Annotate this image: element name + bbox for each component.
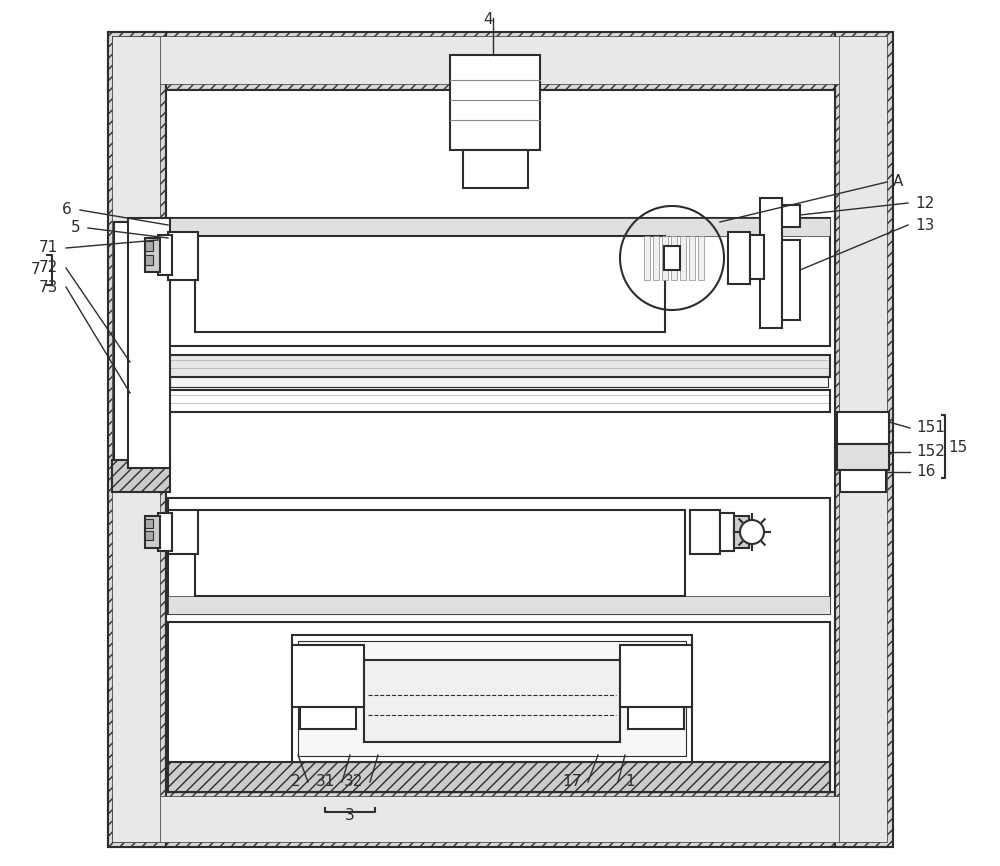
Text: 71: 71 [39,241,58,255]
Bar [750,235,764,279]
Bar [145,516,160,548]
Bar [168,622,830,792]
Bar [720,513,734,551]
Bar [298,641,686,756]
Text: 4: 4 [483,12,493,27]
Bar [364,660,620,742]
Bar [168,232,198,280]
Bar [145,238,160,272]
Bar [653,236,659,280]
Bar [690,510,720,554]
Text: 16: 16 [916,464,935,480]
Bar [698,236,704,280]
Text: 1: 1 [625,774,635,790]
Bar [782,240,800,320]
Bar [108,792,883,847]
Bar [644,236,650,280]
Text: 12: 12 [915,196,934,210]
Bar [620,645,692,707]
Bar [145,531,153,540]
Bar [195,510,685,596]
Bar [168,498,830,614]
Bar [168,390,830,412]
Text: 3: 3 [345,809,355,824]
Bar [166,90,835,792]
Bar [128,218,170,468]
Bar [300,707,356,729]
Text: 2: 2 [290,774,300,790]
Text: 151: 151 [916,421,945,436]
Bar [158,235,172,275]
Bar [170,377,828,387]
Text: 6: 6 [62,203,72,217]
Bar [168,762,830,792]
Bar [689,236,695,280]
Circle shape [740,520,764,544]
Text: 32: 32 [344,774,363,790]
Text: 17: 17 [563,774,582,790]
Bar [292,635,692,762]
Text: 73: 73 [39,280,58,294]
Text: 15: 15 [948,441,967,456]
Bar [680,236,686,280]
Text: 7: 7 [30,262,40,277]
Bar [112,796,879,842]
Bar [840,470,886,492]
Text: 152: 152 [916,444,945,460]
Bar [158,513,172,551]
Bar [108,32,166,847]
Bar [628,707,684,729]
Bar [664,246,680,270]
Bar [450,55,540,150]
Bar [728,232,750,284]
Bar [168,596,830,614]
Bar [112,36,160,842]
Text: 31: 31 [316,774,335,790]
Bar [145,241,153,251]
Bar [195,236,665,332]
Bar [145,255,153,265]
Bar [662,236,668,280]
Text: 72: 72 [39,261,58,275]
Bar [108,32,883,90]
Bar [463,150,528,188]
Bar [114,222,134,462]
Text: A: A [893,175,903,190]
Bar [145,519,153,528]
Text: 13: 13 [915,217,934,232]
Bar [112,36,879,84]
Bar [782,205,800,227]
Bar [837,444,889,470]
Bar [671,236,677,280]
Bar [839,36,887,842]
Bar [292,645,364,707]
Bar [760,198,782,328]
Bar [112,460,170,492]
Bar [168,510,198,554]
Bar [835,32,893,847]
Bar [734,516,749,548]
Bar [168,218,830,236]
Bar [837,412,889,444]
Text: 5: 5 [70,221,80,236]
Bar [168,218,830,346]
Bar [168,355,830,377]
